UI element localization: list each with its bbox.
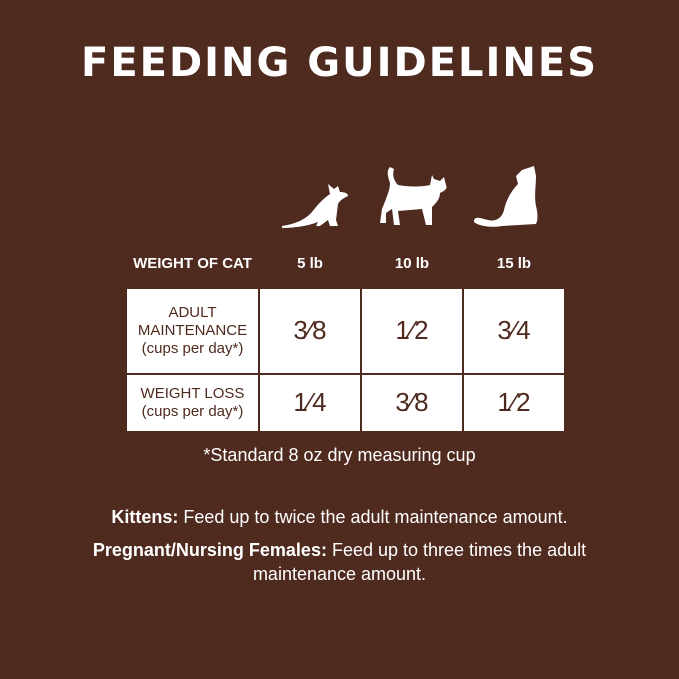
table-cell: 1⁄2 [462,372,566,434]
row-label-title: WEIGHT LOSS [140,384,245,402]
cat-pawing-icon [282,184,348,228]
table-header-row: WEIGHT OF CAT 5 lb 10 lb 15 lb [125,238,566,289]
table-cell: 3⁄4 [462,287,566,375]
row-label-unit: (cups per day*) [141,402,244,420]
header-15lb: 15 lb [462,238,566,289]
cat-sitting-icon [474,166,538,227]
header-weight-of-cat: WEIGHT OF CAT [125,238,260,289]
header-10lb: 10 lb [360,238,464,289]
row-label: WEIGHT LOSS (cups per day*) [125,372,260,434]
header-5lb: 5 lb [258,238,362,289]
note-text: Feed up to three times the adult mainten… [252,540,587,584]
table-cell: 3⁄8 [360,372,464,434]
table-cell: 1⁄4 [258,372,362,434]
table-cell: 3⁄8 [258,287,362,375]
row-label-title: ADULT MAINTENANCE [137,303,248,339]
note-text: Feed up to twice the adult maintenance a… [178,507,568,527]
table-row: WEIGHT LOSS (cups per day*) 1⁄4 3⁄8 1⁄2 [125,372,566,434]
row-label-unit: (cups per day*) [141,339,244,357]
page-title: FEEDING GUIDELINES [81,40,598,86]
note-label: Kittens: [111,507,179,527]
table-row: ADULT MAINTENANCE (cups per day*) 3⁄8 1⁄2… [125,287,566,375]
footnote: *Standard 8 oz dry measuring cup [203,445,476,465]
pregnant-note: Pregnant/Nursing Females: Feed up to thr… [80,538,599,586]
kittens-note: Kittens: Feed up to twice the adult main… [60,505,619,529]
table-cell: 1⁄2 [360,287,464,375]
feeding-table: WEIGHT OF CAT 5 lb 10 lb 15 lb ADULT MAI… [125,238,566,434]
row-label: ADULT MAINTENANCE (cups per day*) [125,287,260,375]
note-label: Pregnant/Nursing Females: [92,540,327,560]
cat-walking-icon [380,167,447,225]
